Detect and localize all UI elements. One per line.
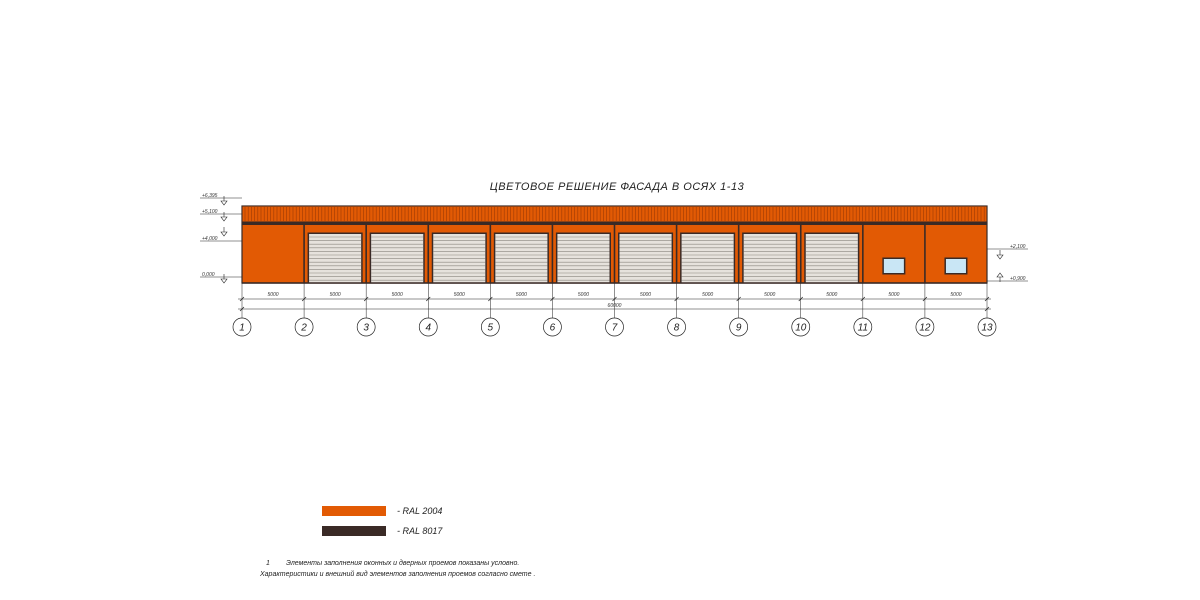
axis-label: 5 [488,323,494,334]
level-label: 0,000 [202,272,215,278]
level-label: +6,395 [202,193,218,199]
garage-door [307,232,363,283]
axis-bubble-5: 5 [480,317,500,337]
span-dimension: 5000 [392,292,403,298]
span-dimension: 5000 [764,292,775,298]
garage-door [618,232,674,283]
axis-label: 12 [919,323,931,334]
axis-label: 4 [425,323,431,334]
axis-bubble-11: 11 [853,317,873,337]
level-label: +4,000 [202,236,218,242]
facade-bays [242,225,987,284]
level-marks: +6,395 +5,100 +4,000 0,000 +2,100 +0,900 [200,193,1028,284]
axis-label: 7 [612,323,618,334]
axis-bubble-6: 6 [543,317,562,337]
axis-bubble-12: 12 [915,317,935,337]
drawing-title: ЦВЕТОВОЕ РЕШЕНИЕ ФАСАДА В ОСЯХ 1-13 [490,181,745,193]
total-dimension: 60000 [608,303,622,309]
legend-label-ral2004: - RAL 2004 [397,506,442,516]
level-mark-left: 0,000 [200,272,242,284]
span-dimension: 5000 [888,292,899,298]
axis-bubble-7: 7 [605,317,624,337]
note-number: 1 [266,560,270,567]
axis-bubble-9: 9 [729,317,749,337]
level-label: +0,900 [1010,276,1026,282]
note-line-2: Характеристики и внешний вид элементов з… [259,570,535,578]
level-label: +2,100 [1010,244,1026,250]
grid-axes: 1 2 3 4 5 6 7 8 9 10 11 12 13 [232,317,997,337]
axis-label: 1 [239,323,245,334]
span-dimension: 5000 [702,292,713,298]
level-mark-right: +0,900 [987,272,1028,282]
span-dimension: 5000 [330,292,341,298]
level-label: +5,100 [202,209,218,215]
legend-label-ral8017: - RAL 8017 [397,526,443,536]
axis-bubble-2: 2 [294,317,314,337]
legend-swatch-ral2004 [322,506,386,516]
span-dimension: 5000 [640,292,651,298]
axis-label: 6 [550,323,556,334]
axis-label: 13 [981,323,993,334]
span-dimension: 5000 [454,292,465,298]
level-mark-left: +6,395 [200,193,242,206]
span-dimension: 5000 [578,292,589,298]
axis-label: 2 [300,323,307,334]
level-mark-left: +5,100 [200,209,242,222]
span-dimension: 5000 [267,292,278,298]
axis-bubble-4: 4 [418,317,438,337]
span-dimension: 5000 [516,292,527,298]
window [944,257,968,275]
axis-label: 8 [674,323,680,334]
axis-bubble-3: 3 [356,317,376,337]
axis-bubble-13: 13 [977,317,997,337]
garage-door [555,232,611,283]
color-legend: - RAL 2004 - RAL 8017 [322,506,443,536]
drawing-notes: 1 Элементы заполнения оконных и дверных … [259,559,535,578]
garage-door [680,232,736,283]
axis-label: 9 [736,323,742,334]
span-dimension: 5000 [826,292,837,298]
window [882,257,906,275]
fascia-band [241,205,988,225]
axis-bubble-1: 1 [232,317,252,337]
axis-bubble-10: 10 [791,317,811,337]
axis-label: 11 [858,323,868,334]
garage-door [431,232,487,283]
garage-door [493,232,549,283]
garage-door [369,232,425,283]
level-mark-left: +4,000 [200,227,242,242]
fascia-trim [242,222,987,225]
legend-swatch-ral8017 [322,526,386,536]
garage-door [804,232,860,283]
facade-elevation [241,205,988,284]
span-dimension: 5000 [950,292,961,298]
fascia-ribs [244,207,985,221]
level-mark-right: +2,100 [987,244,1028,260]
garage-door [742,232,798,283]
axis-label: 10 [795,323,807,334]
note-line-1: Элементы заполнения оконных и дверных пр… [286,559,519,567]
axis-bubble-8: 8 [667,317,686,337]
dimension-lines: 5000 5000 5000 5000 5000 5000 5000 5000 5000 5000… [238,283,991,318]
axis-label: 3 [363,323,369,334]
